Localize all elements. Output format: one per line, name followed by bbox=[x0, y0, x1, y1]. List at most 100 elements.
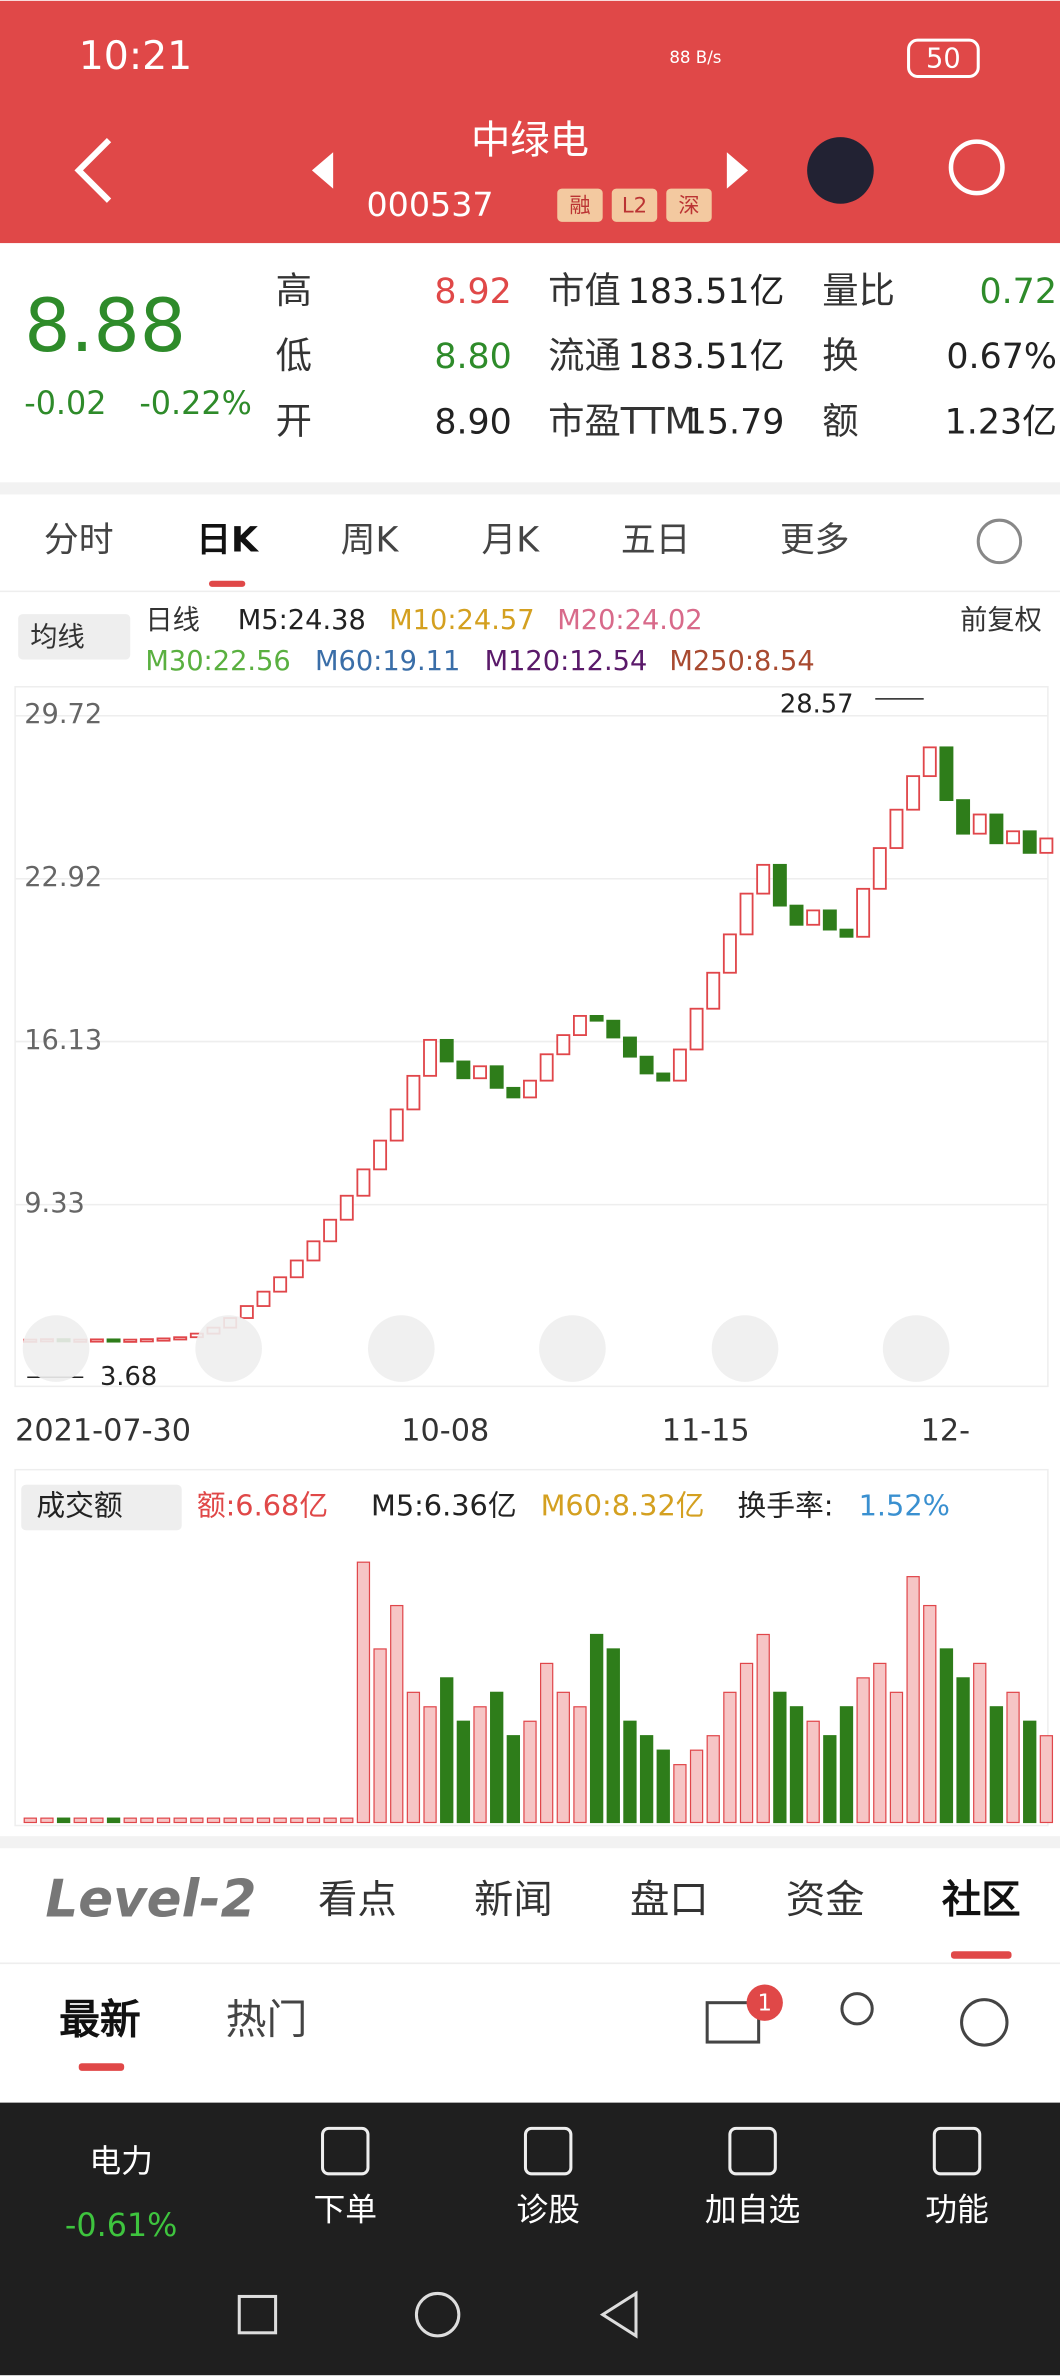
chart-control[interactable] bbox=[367, 1315, 435, 1382]
section-tab[interactable]: 盘口 bbox=[630, 1877, 709, 1923]
robot[interactable] bbox=[807, 137, 874, 204]
candle bbox=[89, 1338, 104, 1343]
bottom-item[interactable]: 诊股 bbox=[516, 2192, 580, 2229]
adjust[interactable]: 前复权 bbox=[960, 605, 1042, 636]
quote-value: 0.72 bbox=[979, 272, 1057, 312]
tab[interactable]: 周K bbox=[341, 520, 400, 560]
volume-bar bbox=[839, 1706, 854, 1824]
tab[interactable]: 五日 bbox=[621, 520, 691, 560]
volume-bar bbox=[806, 1720, 820, 1824]
candle bbox=[589, 1014, 604, 1022]
candle bbox=[239, 1305, 254, 1319]
search[interactable] bbox=[948, 139, 1005, 196]
net-speed: 88 B/s bbox=[669, 48, 721, 67]
volume-bar bbox=[73, 1817, 87, 1824]
chart-control[interactable] bbox=[882, 1315, 950, 1382]
section-tab[interactable]: 资金 bbox=[786, 1877, 865, 1923]
volume-bar bbox=[556, 1691, 570, 1824]
candle bbox=[639, 1055, 654, 1075]
candle bbox=[339, 1194, 354, 1221]
volume-bar bbox=[140, 1817, 154, 1824]
section-tab[interactable]: 社区 bbox=[942, 1877, 1021, 1923]
candle bbox=[722, 933, 737, 974]
y-tick-label: 22.92 bbox=[24, 862, 102, 893]
bottom-item[interactable]: 加自选 bbox=[705, 2192, 800, 2229]
candle bbox=[273, 1276, 288, 1293]
volume-bar bbox=[373, 1648, 387, 1824]
volume-bar bbox=[273, 1817, 287, 1824]
candle bbox=[756, 863, 771, 895]
candle bbox=[289, 1259, 304, 1279]
nav-back[interactable] bbox=[599, 2290, 638, 2339]
candle bbox=[539, 1053, 554, 1082]
quote-label: 开 bbox=[276, 399, 312, 442]
quote-label: 流通 bbox=[548, 334, 621, 377]
chart-control[interactable] bbox=[22, 1315, 90, 1382]
candle bbox=[889, 808, 904, 849]
candle bbox=[689, 1007, 704, 1051]
candle bbox=[473, 1065, 487, 1080]
candle bbox=[672, 1048, 687, 1082]
bottom-icon[interactable] bbox=[728, 2126, 777, 2176]
quote-label: 市盈TTM bbox=[548, 399, 696, 442]
user[interactable] bbox=[840, 1992, 874, 2026]
volume-bar bbox=[406, 1691, 421, 1824]
candle bbox=[506, 1086, 521, 1099]
bottom-item[interactable]: 下单 bbox=[313, 2192, 377, 2229]
ma-item: M60:19.11 bbox=[315, 646, 460, 677]
volume-bar bbox=[856, 1677, 870, 1824]
feed-tab[interactable]: 最新 bbox=[59, 1995, 141, 2043]
quote-label: 市值 bbox=[548, 269, 621, 312]
settings[interactable] bbox=[976, 518, 1023, 565]
section-tab[interactable]: Level-2 bbox=[45, 1870, 256, 1930]
volume-bar bbox=[739, 1662, 754, 1824]
nav-home[interactable] bbox=[414, 2291, 461, 2338]
candle bbox=[1039, 837, 1054, 854]
quote-value: 183.51亿 bbox=[628, 337, 785, 377]
tab[interactable]: 更多 bbox=[780, 520, 850, 560]
volume-bar bbox=[356, 1561, 371, 1824]
ma-toggle[interactable]: 均线 bbox=[30, 622, 85, 653]
nav-recent[interactable] bbox=[237, 2294, 278, 2335]
chart-control[interactable] bbox=[711, 1315, 779, 1382]
bottom-icon[interactable] bbox=[523, 2126, 573, 2176]
candle bbox=[972, 813, 987, 835]
tag-bg bbox=[611, 188, 658, 222]
ma-item: M20:24.02 bbox=[557, 605, 702, 636]
volume-bar bbox=[873, 1662, 887, 1824]
quote-value: 0.67% bbox=[946, 337, 1057, 377]
volume-bar bbox=[156, 1817, 171, 1824]
tab[interactable]: 月K bbox=[481, 520, 540, 560]
candle bbox=[489, 1065, 504, 1089]
battery-level: 50 bbox=[926, 43, 961, 74]
section-tab[interactable]: 新闻 bbox=[474, 1877, 553, 1923]
ma-toggle-bg[interactable] bbox=[18, 614, 131, 660]
back[interactable] bbox=[74, 137, 112, 203]
volume-bar bbox=[973, 1662, 987, 1824]
volume-bar bbox=[573, 1706, 587, 1824]
volume-bar bbox=[206, 1817, 221, 1824]
bottom-item[interactable]: 功能 bbox=[925, 2192, 989, 2229]
chart-frame bbox=[14, 686, 1049, 1388]
volume-bar bbox=[956, 1677, 970, 1824]
feed-tab[interactable]: 热门 bbox=[226, 1995, 308, 2043]
bottom-icon[interactable] bbox=[932, 2126, 982, 2176]
bottom-icon[interactable] bbox=[321, 2126, 370, 2176]
volume-bar bbox=[539, 1662, 554, 1824]
badge-bg bbox=[746, 1984, 783, 2021]
chart-control[interactable] bbox=[539, 1315, 606, 1382]
candle bbox=[556, 1034, 571, 1056]
vol-toggle-bg[interactable] bbox=[21, 1484, 182, 1531]
volume-bar bbox=[340, 1817, 354, 1824]
candle bbox=[106, 1338, 121, 1343]
section-tab[interactable]: 看点 bbox=[318, 1877, 397, 1923]
chart-control[interactable] bbox=[195, 1315, 262, 1382]
candle bbox=[423, 1038, 438, 1077]
candle bbox=[956, 799, 971, 835]
tab[interactable]: 分时 bbox=[44, 520, 114, 560]
volume-bar bbox=[190, 1817, 204, 1824]
refresh[interactable] bbox=[960, 1998, 1009, 2047]
mail[interactable] bbox=[705, 2001, 761, 2044]
tab[interactable]: 日K bbox=[196, 520, 260, 560]
candle bbox=[439, 1038, 454, 1063]
